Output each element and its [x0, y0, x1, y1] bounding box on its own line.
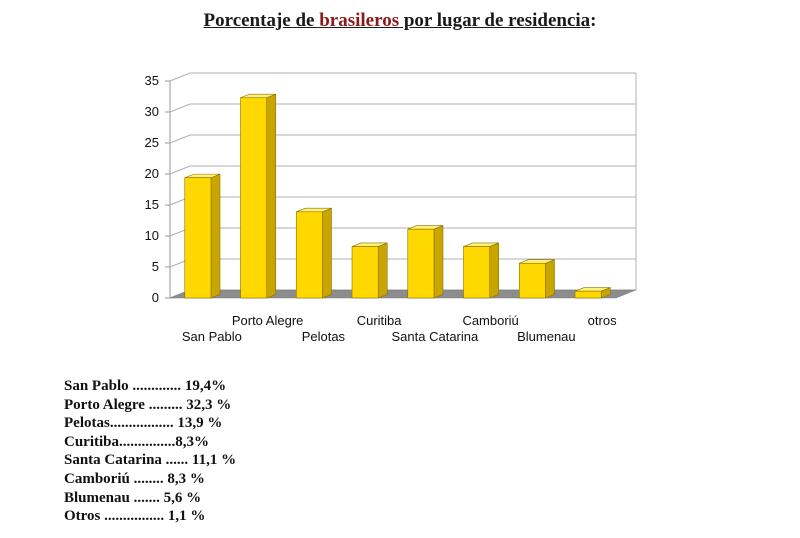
y-axis-ticks: 0 5 10 15 20 25 30 35: [145, 73, 170, 305]
bar-side-face: [210, 173, 221, 299]
bar-front-face: [351, 246, 379, 299]
bar-side-face: [489, 242, 500, 299]
y-tick-label: 25: [145, 135, 159, 150]
y-tick-label: 15: [145, 197, 159, 212]
bar-santa-catarina: [407, 225, 444, 299]
bar-camboriú: [463, 242, 500, 299]
y-tick-label: 20: [145, 166, 159, 181]
bar-side-face: [433, 225, 444, 299]
summary-row: Santa Catarina ...... 11,1 %: [64, 452, 237, 469]
x-tick-label: Porto Alegre: [232, 313, 304, 328]
summary-row: Blumenau ....... 5,6 %: [64, 489, 202, 506]
bar-san-pablo: [184, 173, 221, 299]
summary-row: Camboriú ........ 8,3 %: [64, 470, 205, 487]
percentage-summary-list: San Pablo ............. 19,4% Porto Alegr…: [64, 377, 236, 526]
chart-title: Porcentaje de brasileros por lugar de re…: [0, 10, 800, 32]
summary-row: Curitiba...............8,3%: [64, 433, 210, 450]
bar-side-face: [322, 207, 332, 299]
chart-floor: [169, 289, 637, 299]
summary-row: Otros ................ 1,1 %: [64, 508, 206, 525]
x-tick-label: Blumenau: [517, 329, 576, 344]
gridline-side: [169, 103, 191, 113]
bar-front-face: [463, 246, 491, 299]
title-underlined: Porcentaje de brasileros por lugar de re…: [204, 10, 591, 31]
bar-porto-alegre: [240, 93, 277, 299]
x-tick-label: Curitiba: [357, 313, 403, 328]
x-tick-label: otros: [588, 313, 617, 328]
title-highlight: brasileros: [319, 10, 400, 31]
bar-side-face: [545, 259, 555, 299]
summary-row: Porto Alegre ......... 32,3 %: [64, 396, 232, 413]
y-tick-label: 35: [145, 73, 159, 88]
bar-front-face: [184, 177, 212, 299]
y-tick-label: 0: [152, 290, 159, 305]
x-tick-label: Camboriú: [462, 313, 518, 328]
x-tick-label: Pelotas: [302, 329, 346, 344]
bar-side-face: [377, 242, 388, 299]
summary-row: Pelotas................. 13,9 %: [64, 415, 223, 432]
chart-grid: [169, 72, 637, 299]
chart-bars: [184, 93, 611, 299]
bar-otros: [574, 287, 611, 299]
y-tick-label: 30: [145, 104, 159, 119]
bar-pelotas: [295, 207, 332, 299]
floor-slab: [169, 289, 637, 299]
bar-front-face: [407, 228, 435, 299]
x-tick-label: San Pablo: [182, 329, 242, 344]
bar-front-face: [295, 211, 323, 299]
gridline-side: [169, 134, 191, 144]
title-text-end: por lugar de residencia: [399, 10, 591, 31]
title-text-start: Porcentaje de: [203, 10, 320, 31]
bar-front-face: [574, 290, 602, 299]
gridline-side: [169, 72, 191, 82]
x-tick-label: Santa Catarina: [392, 329, 479, 344]
bar-curitiba: [351, 242, 388, 299]
y-tick-label: 5: [152, 259, 159, 274]
gridline-side: [169, 165, 191, 175]
y-tick-label: 10: [145, 228, 159, 243]
bar-side-face: [266, 93, 277, 299]
bar-front-face: [240, 97, 268, 299]
title-colon: :: [590, 10, 597, 31]
bar-front-face: [518, 262, 546, 299]
bar-blumenau: [518, 259, 555, 299]
summary-row: San Pablo ............. 19,4%: [64, 378, 227, 394]
